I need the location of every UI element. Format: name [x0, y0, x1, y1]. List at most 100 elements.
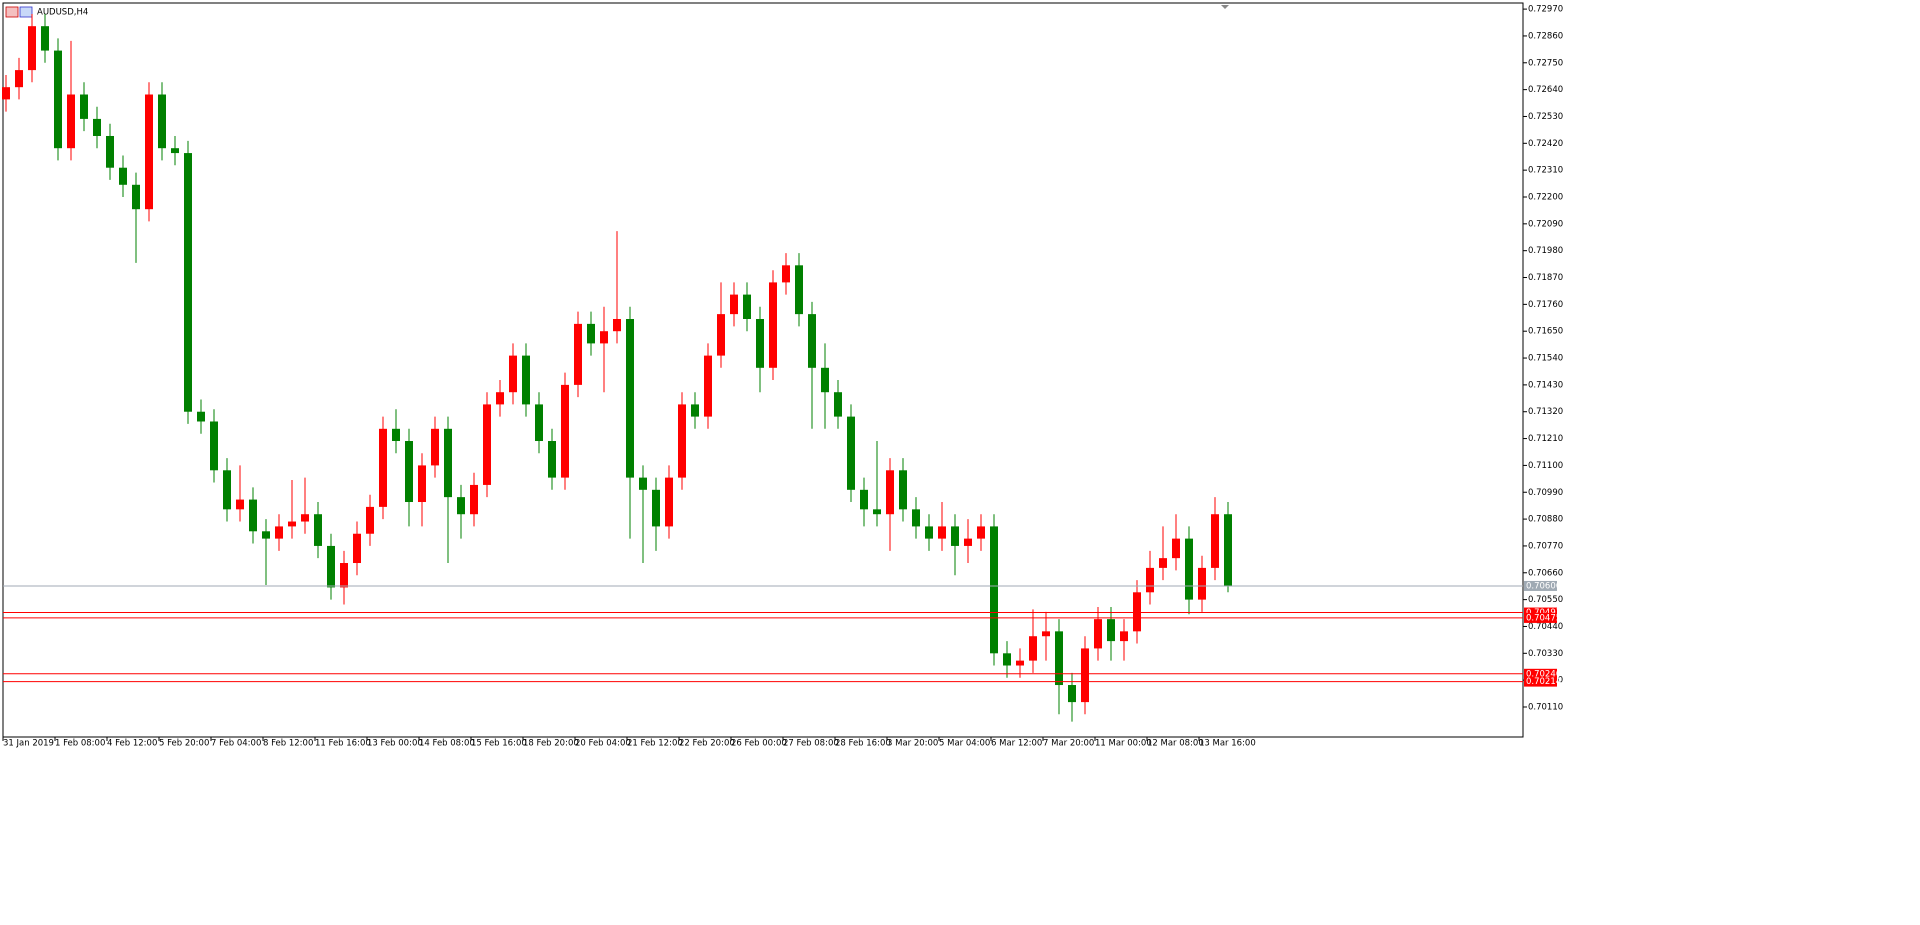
candle-body — [41, 26, 49, 51]
price-level-tag — [1524, 607, 1557, 618]
x-tick-label: 22 Feb 20:00 — [679, 739, 735, 749]
candle-body — [509, 355, 517, 393]
candle-body — [860, 489, 868, 510]
y-tick-label: 0.70110 — [1528, 702, 1563, 712]
candle-body — [301, 514, 309, 522]
price-level-tag — [1524, 612, 1557, 623]
candle-body — [444, 428, 452, 498]
candle-body — [990, 526, 998, 654]
candle-body — [236, 499, 244, 510]
price-level-label: 0.70214 — [1526, 677, 1561, 687]
candle-body — [1107, 619, 1115, 642]
candle-body — [249, 499, 257, 532]
plot-frame — [2, 2, 1524, 738]
candle-body — [756, 319, 764, 368]
candle-body — [730, 294, 738, 315]
candle-body — [743, 294, 751, 320]
y-tick-label: 0.70770 — [1528, 541, 1563, 551]
candle-body — [470, 484, 478, 515]
x-tick-label: 20 Feb 04:00 — [575, 739, 631, 749]
candle-body — [600, 331, 608, 344]
x-tick-label: 11 Mar 00:00 — [1095, 739, 1152, 749]
candle-body — [548, 441, 556, 478]
shift-marker — [1221, 5, 1229, 9]
candle-body — [262, 531, 270, 539]
candle-body — [834, 392, 842, 417]
candle-body — [67, 94, 75, 149]
x-tick-label: 18 Feb 20:00 — [523, 739, 579, 749]
candle-body — [93, 118, 101, 136]
candle-body — [2, 87, 10, 100]
candle-body — [626, 319, 634, 478]
x-tick-label: 13 Mar 16:00 — [1199, 739, 1256, 749]
x-tick-label: 8 Feb 12:00 — [263, 739, 313, 749]
y-tick-label: 0.71210 — [1528, 434, 1563, 444]
x-tick-label: 28 Feb 16:00 — [835, 739, 891, 749]
candle-body — [1185, 538, 1193, 600]
x-tick-label: 4 Feb 12:00 — [107, 739, 157, 749]
candle-body — [847, 416, 855, 490]
candle-body — [1133, 592, 1141, 632]
candle-body — [1224, 514, 1232, 586]
x-tick-label: 14 Feb 08:00 — [419, 739, 475, 749]
y-tick-label: 0.71980 — [1528, 246, 1563, 256]
x-tick-label: 7 Mar 20:00 — [1043, 739, 1094, 749]
candle-body — [132, 184, 140, 210]
candle-body — [431, 428, 439, 466]
candle-body — [808, 314, 816, 368]
y-tick-label: 0.70660 — [1528, 568, 1563, 578]
candle-body — [210, 421, 218, 471]
candle-body — [899, 470, 907, 510]
candle-body — [639, 477, 647, 490]
candle-body — [158, 94, 166, 149]
candle-body — [405, 441, 413, 503]
candle-body — [119, 167, 127, 185]
candle-body — [1081, 648, 1089, 703]
candle-body — [587, 323, 595, 344]
candle-body — [184, 153, 192, 412]
price-level-tag — [1524, 676, 1557, 687]
y-tick-label: 0.72860 — [1528, 31, 1563, 41]
candle-body — [223, 470, 231, 510]
y-tick-label: 0.70330 — [1528, 649, 1563, 659]
y-tick-label: 0.71650 — [1528, 327, 1563, 337]
y-tick-label: 0.71760 — [1528, 300, 1563, 310]
candle-body — [782, 265, 790, 283]
x-tick-label: 7 Feb 04:00 — [211, 739, 261, 749]
y-tick-label: 0.72640 — [1528, 85, 1563, 95]
y-tick-label: 0.71100 — [1528, 461, 1563, 471]
price-level-tag — [1524, 580, 1557, 591]
candle-body — [977, 526, 985, 539]
candle-body — [691, 404, 699, 417]
candle-body — [1094, 619, 1102, 649]
chart-title: AUDUSD,H4 — [37, 8, 88, 18]
candle-body — [574, 323, 582, 385]
candle-body — [496, 392, 504, 405]
candle-body — [392, 428, 400, 442]
candle-body — [886, 470, 894, 515]
x-tick-label: 1 Feb 08:00 — [55, 739, 105, 749]
candle-body — [522, 355, 530, 405]
candle-body — [457, 497, 465, 515]
candle-body — [1016, 660, 1024, 666]
candle-body — [678, 404, 686, 478]
candle-body — [925, 526, 933, 539]
candle-body — [1003, 653, 1011, 666]
candle-body — [379, 428, 387, 507]
x-tick-label: 5 Mar 04:00 — [939, 739, 990, 749]
x-tick-label: 6 Mar 12:00 — [991, 739, 1042, 749]
y-tick-label: 0.72420 — [1528, 139, 1563, 149]
candle-body — [964, 538, 972, 546]
y-tick-label: 0.70990 — [1528, 488, 1563, 498]
y-tick-label: 0.71870 — [1528, 273, 1563, 283]
candle-body — [15, 70, 23, 88]
x-tick-label: 3 Mar 20:00 — [887, 739, 938, 749]
candle-body — [171, 148, 179, 154]
candle-body — [327, 545, 335, 588]
x-tick-label: 13 Feb 00:00 — [367, 739, 423, 749]
y-tick-label: 0.70550 — [1528, 595, 1563, 605]
candle-body — [704, 355, 712, 417]
x-tick-label: 11 Feb 16:00 — [315, 739, 371, 749]
